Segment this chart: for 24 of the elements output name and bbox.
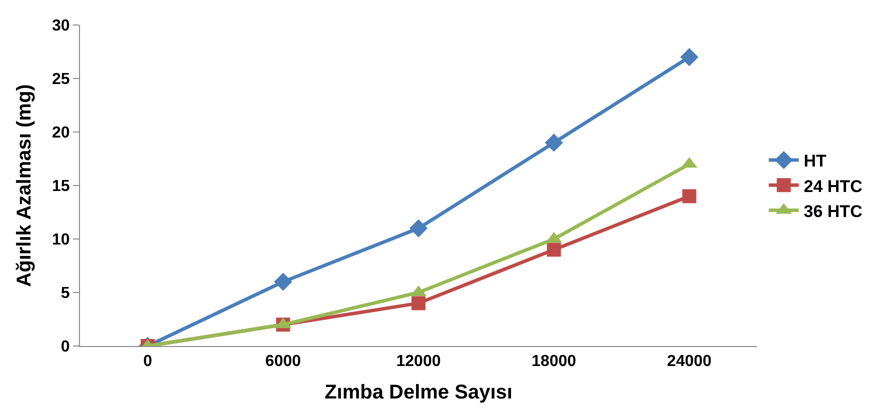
point — [680, 48, 698, 66]
y-tick-label: 15 — [52, 178, 70, 196]
x-tick-label: 24000 — [667, 353, 712, 370]
point — [546, 242, 561, 257]
y-tick-label: 30 — [52, 18, 70, 35]
point — [544, 134, 563, 152]
x-tick-label: 0 — [143, 353, 152, 370]
y-tick-label: 10 — [52, 232, 70, 249]
y-tick-label: 5 — [60, 285, 70, 302]
y-axis-title: Ağırlık Azalması (mg) — [14, 84, 36, 287]
point — [682, 189, 696, 204]
y-tick-label: 20 — [52, 124, 70, 142]
legend-label: 36 HTC — [804, 202, 862, 221]
x-tick-label: 18000 — [532, 353, 576, 370]
x-tick-label: 12000 — [396, 353, 441, 370]
y-tick-label: 0 — [60, 338, 70, 356]
point — [412, 296, 426, 310]
y-tick-label: 25 — [52, 71, 70, 88]
point — [409, 219, 428, 238]
x-tick-label: 6000 — [265, 353, 301, 370]
legend-label: HT — [804, 152, 828, 171]
x-axis-title: Zımba Delme Sayısı — [324, 382, 512, 404]
legend-label: 24 HTC — [804, 176, 862, 196]
point — [274, 272, 292, 291]
